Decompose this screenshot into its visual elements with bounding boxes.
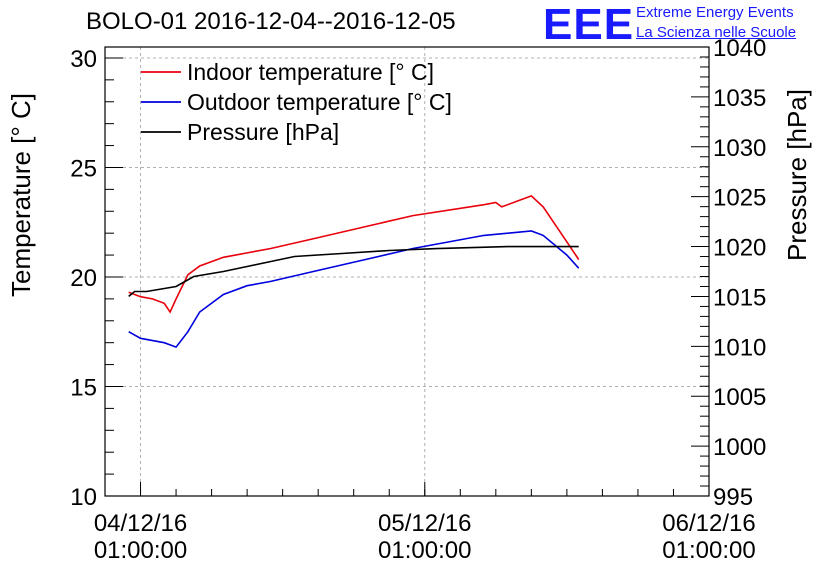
y-axis: 10 15 20 25 30 — [70, 46, 123, 511]
legend-label-2: Outdoor temperature [° C] — [187, 89, 452, 115]
y-axis-label: Temperature [° C] — [6, 93, 36, 297]
y2-tick-label: 1000 — [713, 434, 766, 461]
legend-label-1: Indoor temperature [° C] — [187, 59, 434, 85]
y-tick-label: 20 — [70, 265, 97, 292]
series-line-2 — [128, 230, 580, 349]
y2-tick-label: 1005 — [713, 384, 766, 411]
logo-line-1: Extreme Energy Events — [636, 4, 794, 21]
y2-tick-label: 1040 — [713, 35, 766, 62]
x-tick-date: 04/12/16 — [94, 510, 187, 537]
y2-tick-label: 995 — [713, 484, 753, 511]
x-tick-time: 01:00:00 — [94, 537, 187, 564]
logo-line-2: La Scienza nelle Scuole — [636, 24, 797, 41]
y-tick-label: 10 — [70, 484, 97, 511]
plot-frame — [104, 46, 710, 497]
y2-tick-label: 1030 — [713, 135, 766, 162]
y-tick-label: 30 — [70, 46, 97, 73]
x-tick-date: 06/12/16 — [662, 510, 755, 537]
y2-tick-label: 1020 — [713, 235, 766, 262]
series-line-1 — [128, 194, 580, 314]
x-tick-date: 05/12/16 — [378, 510, 471, 537]
legend-label-3: Pressure [hPa] — [187, 119, 339, 145]
y2-axis-label: Pressure [hPa] — [782, 89, 812, 261]
y2-tick-label: 1015 — [713, 284, 766, 311]
y-tick-label: 25 — [70, 155, 97, 182]
x-tick-time: 01:00:00 — [662, 537, 755, 564]
y2-tick-label: 1025 — [713, 185, 766, 212]
y2-tick-label: 1010 — [713, 334, 766, 361]
y-tick-label: 15 — [70, 374, 97, 401]
y2-tick-label: 1035 — [713, 85, 766, 112]
legend: Indoor temperature [° C] Outdoor temperat… — [141, 59, 452, 145]
eee-logo: EEE — [543, 0, 635, 49]
chart-title: BOLO-01 2016-12-04--2016-12-05 — [86, 8, 456, 35]
series-line-3 — [128, 245, 579, 298]
x-axis: 04/12/1601:00:0005/12/1601:00:0006/12/16… — [94, 482, 756, 564]
y2-axis: 995 1000 1005 1010 1015 1020 1025 1030 1035 1040 — [691, 35, 766, 511]
series-layer — [128, 194, 580, 349]
x-tick-time: 01:00:00 — [378, 537, 471, 564]
